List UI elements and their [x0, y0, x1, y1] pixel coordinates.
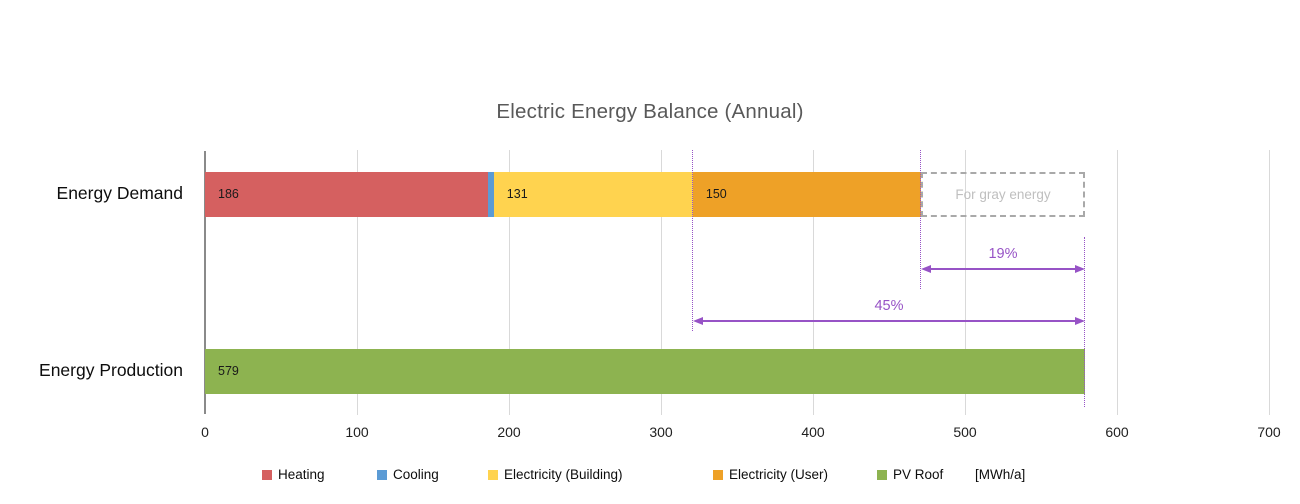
x-axis-tick-label-500: 500: [953, 424, 977, 440]
bar-value-label-heating: 186: [218, 187, 239, 201]
legend-item-pv-roof: PV Roof: [877, 467, 943, 482]
bar-value-label-electricity-building: 131: [506, 187, 528, 201]
legend-swatch-cooling: [377, 469, 387, 480]
annotation-label-19: 19%: [988, 246, 1018, 262]
bar-segment-electricity-user: [692, 172, 921, 217]
x-axis-tick-label-700: 700: [1257, 424, 1281, 440]
x-axis-tick-label-200: 200: [497, 424, 521, 440]
bar-segment-heating: [205, 172, 488, 217]
legend-item-heating: Heating: [262, 467, 325, 482]
y-axis-line: [204, 151, 206, 414]
guide-line-471: [919, 150, 921, 289]
gridline-400: [812, 150, 814, 415]
legend-label-heating: Heating: [278, 467, 325, 482]
x-axis-tick-label-300: 300: [649, 424, 673, 440]
gridline-300: [660, 150, 662, 415]
legend-item-cooling: Cooling: [377, 467, 439, 482]
x-axis-tick-label-600: 600: [1105, 424, 1129, 440]
gridline-700: [1268, 150, 1270, 415]
x-axis-tick-label-400: 400: [801, 424, 825, 440]
x-axis-tick-label-0: 0: [201, 424, 209, 440]
x-axis-tick-label-100: 100: [345, 424, 369, 440]
legend-item-electricity-user: Electricity (User): [713, 467, 828, 482]
gridline-100: [356, 150, 358, 415]
legend-item-electricity-building: Electricity (Building): [488, 467, 623, 482]
arrow-head-right-19: [1075, 264, 1086, 273]
legend-label-cooling: Cooling: [393, 467, 439, 482]
legend-label-electricity-user: Electricity (User): [729, 467, 829, 482]
arrow-head-left-45: [692, 316, 703, 325]
gridline-200: [508, 150, 510, 415]
gridline-500: [964, 150, 966, 415]
legend-swatch-electricity-user: [713, 469, 723, 480]
legend-label-mwh-a: [MWh/a]: [975, 467, 1026, 482]
annotation-arrow-45: [701, 320, 1077, 322]
legend-label-pv-roof: PV Roof: [893, 467, 944, 482]
chart-title: Electric Energy Balance (Annual): [496, 100, 804, 123]
bar-value-label-electricity-user: 150: [705, 187, 727, 201]
legend-swatch-heating: [262, 469, 272, 480]
bar-segment-cooling: [487, 172, 494, 217]
bar-segment-electricity-building: [493, 172, 693, 217]
legend-item-mwh-a: [MWh/a]: [975, 467, 1025, 482]
bar-segment-pv-roof: [205, 349, 1086, 394]
category-label-energy-demand: Energy Demand: [56, 183, 183, 203]
bar-value-label-pv-roof: 579: [218, 364, 239, 378]
gridline-600: [1116, 150, 1118, 415]
guide-line-321: [691, 150, 693, 331]
gray-energy-box: For gray energy: [920, 172, 1086, 217]
legend-label-electricity-building: Electricity (Building): [504, 467, 623, 482]
category-label-energy-production: Energy Production: [39, 360, 183, 380]
arrow-head-right-45: [1075, 316, 1086, 325]
annotation-arrow-19: [929, 268, 1077, 270]
annotation-label-45: 45%: [874, 298, 904, 314]
arrow-head-left-19: [920, 264, 931, 273]
legend-swatch-pv-roof: [877, 469, 887, 480]
legend-swatch-electricity-building: [488, 469, 498, 480]
